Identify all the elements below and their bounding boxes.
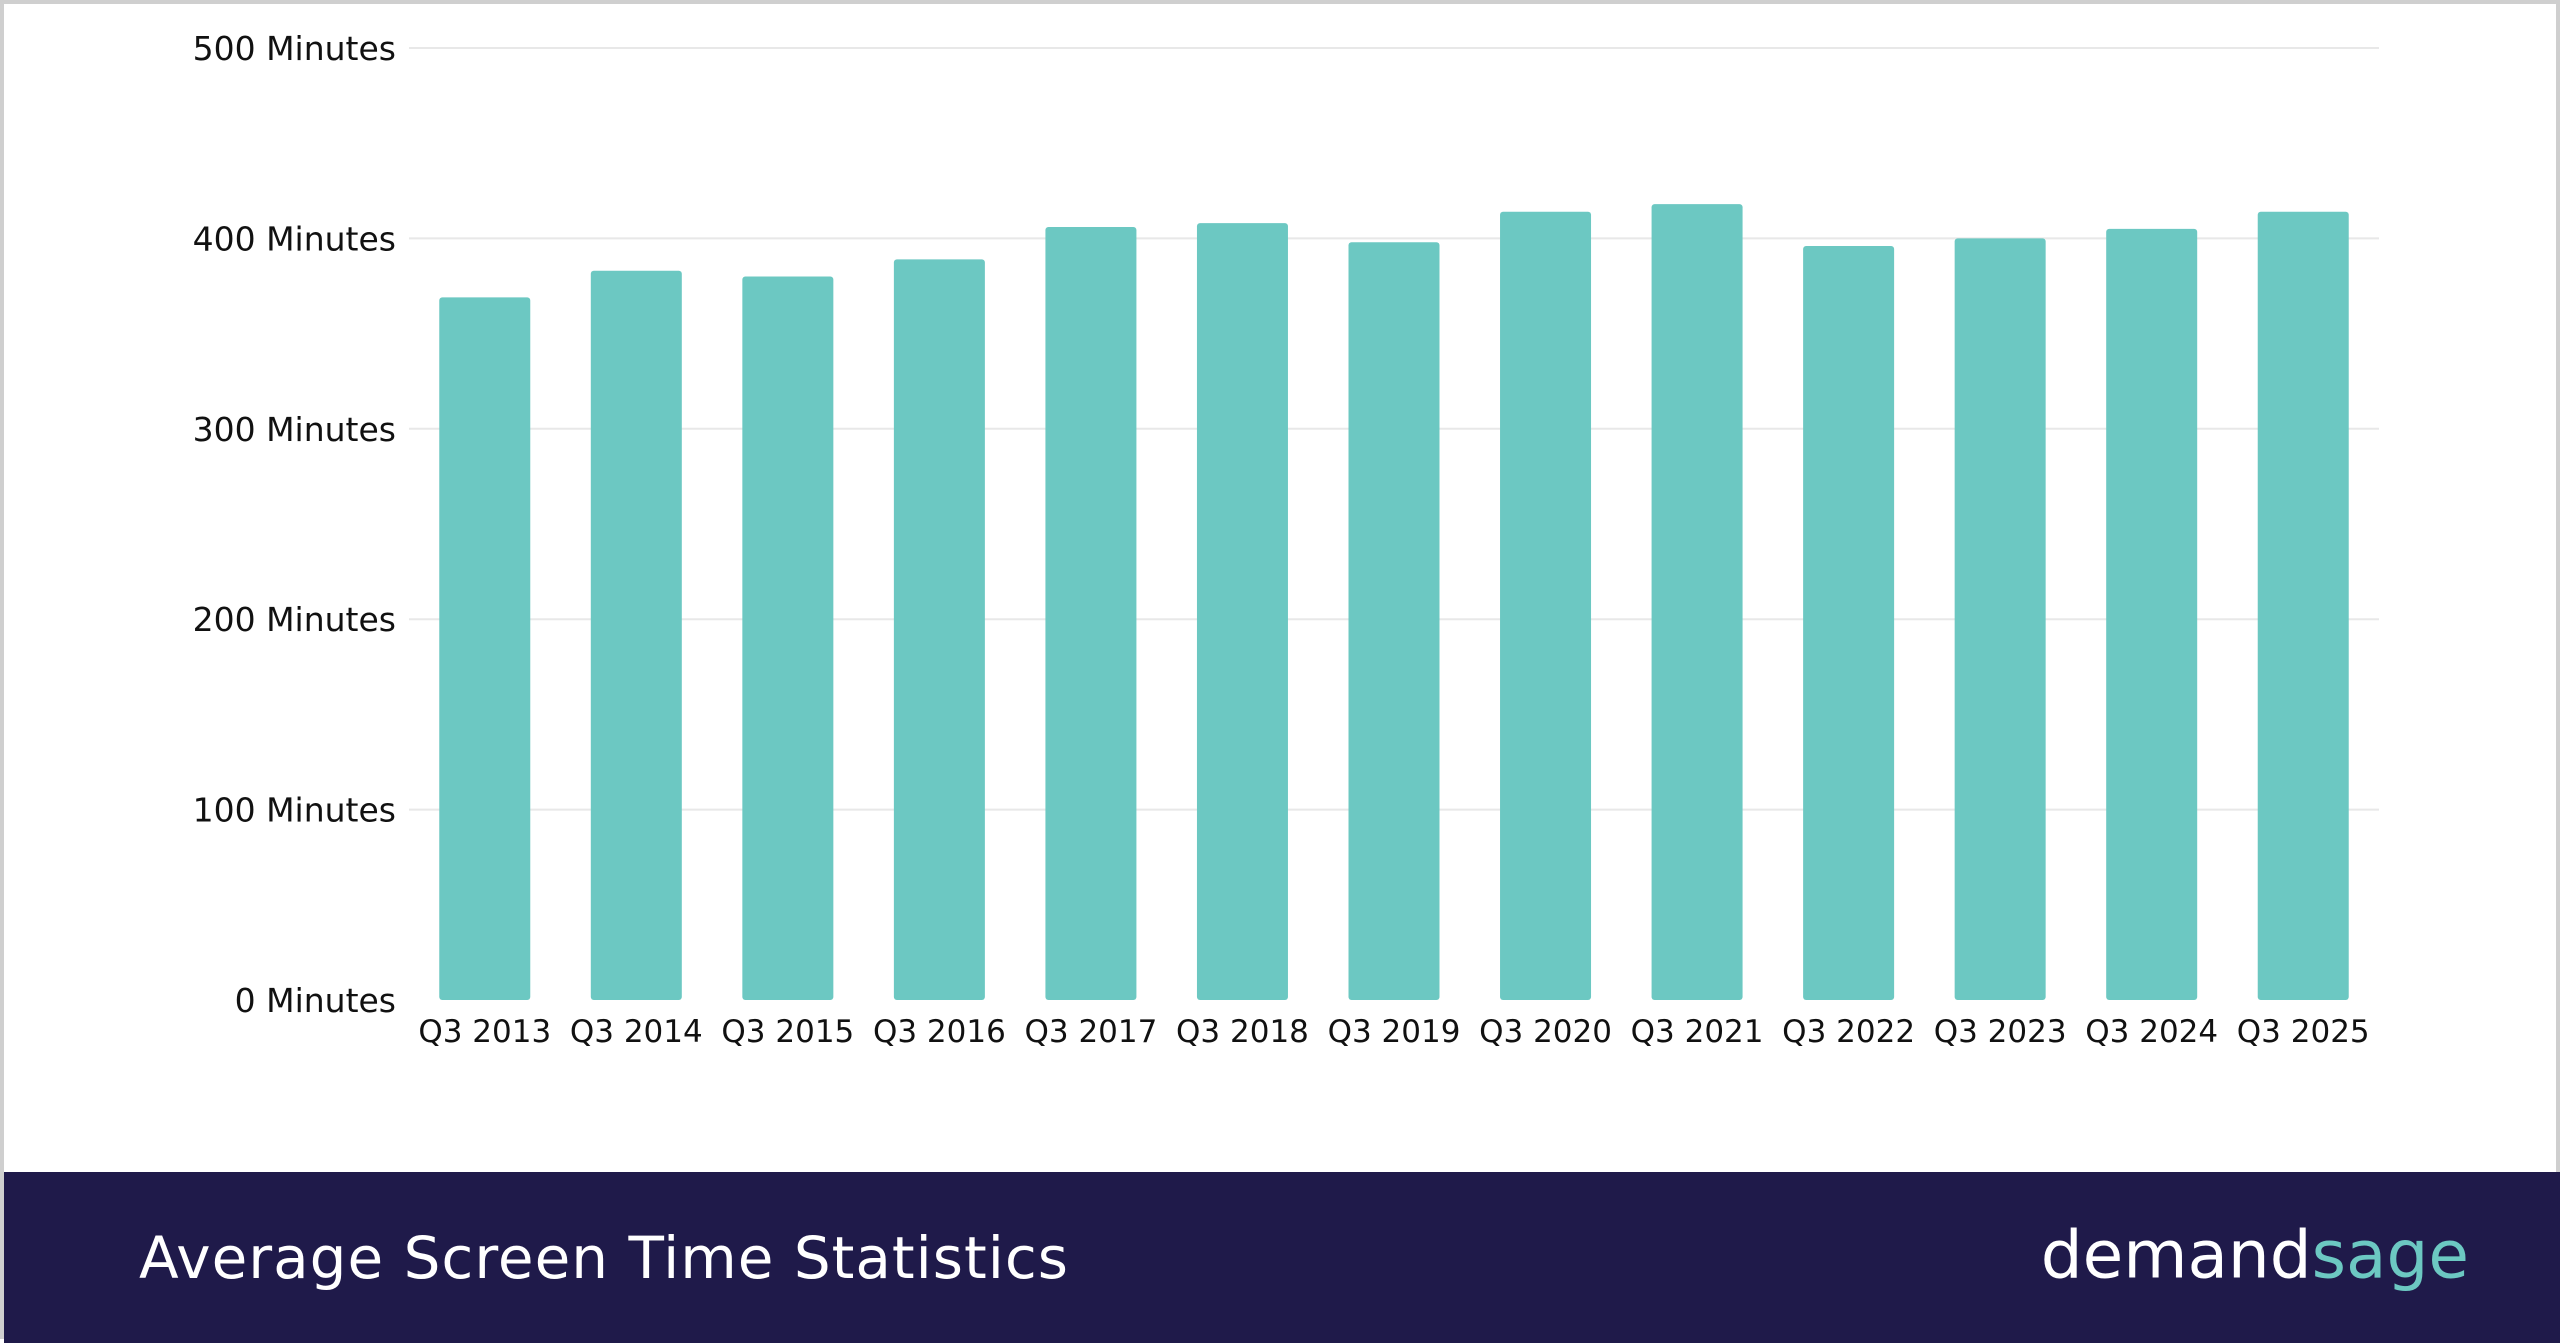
bar [742, 276, 834, 1001]
y-tick-label: 300 Minutes [193, 410, 396, 449]
bars [439, 204, 2349, 1001]
x-tick-label: Q3 2015 [721, 1014, 854, 1050]
bar-chart: 0 Minutes 100 Minutes 200 Minutes 300 Minut… [193, 29, 2379, 1050]
bar [2106, 228, 2198, 1000]
x-tick-label: Q3 2025 [2237, 1014, 2370, 1050]
y-tick-label: 0 Minutes [235, 981, 396, 1020]
bar [1045, 226, 1137, 1000]
brand-logo: demandsage [2041, 1216, 2469, 1293]
x-tick-label: Q3 2017 [1024, 1014, 1157, 1050]
x-tick-label: Q3 2022 [1782, 1014, 1915, 1050]
chart-area: 0 Minutes 100 Minutes 200 Minutes 300 Minut… [4, 4, 2560, 1172]
y-axis-tick-labels: 0 Minutes 100 Minutes 200 Minutes 300 Minut… [193, 29, 396, 1020]
chart-title: Average Screen Time Statistics [139, 1223, 1069, 1292]
bar [439, 297, 531, 1000]
x-axis-tick-labels: Q3 2013 Q3 2014 Q3 2015 Q3 2016 Q3 2017 Q3 20… [418, 1014, 2369, 1050]
x-tick-label: Q3 2013 [418, 1014, 551, 1050]
brand-logo-part-2: sage [2311, 1215, 2469, 1293]
bar [2257, 211, 2349, 1000]
x-tick-label: Q3 2019 [1328, 1014, 1461, 1050]
bar [1500, 211, 1592, 1000]
bar [590, 270, 682, 1000]
brand-logo-part-1: demand [2040, 1215, 2312, 1293]
bar [893, 259, 985, 1000]
x-tick-label: Q3 2020 [1479, 1014, 1612, 1050]
x-tick-label: Q3 2016 [873, 1014, 1006, 1050]
x-tick-label: Q3 2014 [570, 1014, 703, 1050]
x-tick-label: Q3 2021 [1631, 1014, 1764, 1050]
bar [1954, 238, 2046, 1000]
bar [1196, 223, 1288, 1001]
footer-banner: Average Screen Time Statistics demandsag… [4, 1172, 2560, 1343]
bar [1803, 246, 1895, 1001]
y-tick-label: 200 Minutes [193, 600, 396, 639]
y-tick-label: 500 Minutes [193, 29, 396, 68]
x-tick-label: Q3 2024 [2085, 1014, 2218, 1050]
x-tick-label: Q3 2018 [1176, 1014, 1309, 1050]
bar [1651, 204, 1743, 1001]
bar [1348, 242, 1440, 1000]
y-tick-label: 100 Minutes [193, 791, 396, 830]
y-tick-label: 400 Minutes [193, 219, 396, 258]
x-tick-label: Q3 2023 [1934, 1014, 2067, 1050]
